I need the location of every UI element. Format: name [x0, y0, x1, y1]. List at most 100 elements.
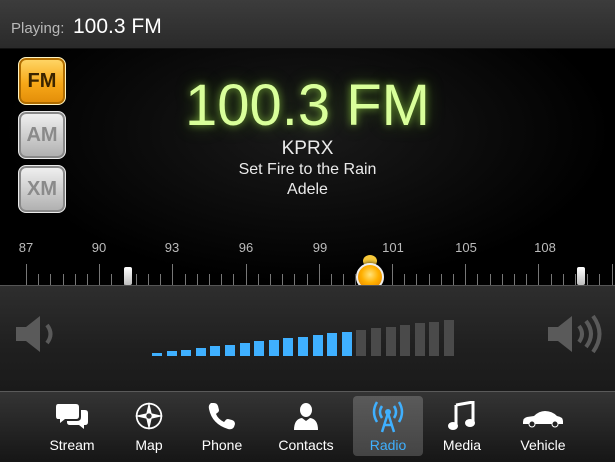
tuner-tick — [343, 274, 344, 286]
tuner-tick — [490, 274, 491, 286]
fm-band-button[interactable]: FM — [18, 57, 66, 105]
tuner-scale-label: 93 — [164, 240, 180, 255]
tab-radio[interactable]: Radio — [353, 396, 423, 456]
volume-bar[interactable] — [444, 320, 454, 356]
tab-bar: Stream Map Phone Contacts Radio — [0, 391, 615, 462]
volume-bar[interactable] — [181, 349, 192, 356]
station-name: KPRX — [281, 138, 334, 159]
tuner-scale-label: 105 — [455, 240, 477, 255]
tuner-tick — [294, 274, 295, 286]
tuner-tick — [246, 264, 247, 286]
tab-stream[interactable]: Stream — [37, 396, 107, 456]
tab-phone-label: Phone — [201, 437, 243, 453]
tuner-tick — [575, 274, 576, 286]
preset-marker[interactable] — [577, 267, 585, 285]
volume-bar[interactable] — [283, 338, 294, 356]
tuner-tick — [111, 274, 112, 286]
tuner-tick — [526, 274, 527, 286]
volume-up-speaker-icon[interactable] — [546, 313, 606, 355]
preset-marker[interactable] — [124, 267, 132, 285]
tuner-scale-label: 101 — [382, 240, 404, 255]
tuner-scale-label: 90 — [91, 240, 107, 255]
volume-bar[interactable] — [166, 351, 177, 356]
tuner-scale-label: 87 — [18, 240, 34, 255]
tuner-tick — [270, 274, 271, 286]
chat-bubbles-icon — [56, 404, 88, 429]
tuner-tick — [587, 274, 588, 286]
tuner-tick — [563, 274, 564, 286]
volume-bar[interactable] — [298, 336, 308, 356]
tuner-tick — [551, 274, 552, 286]
tab-media-label: Media — [442, 437, 482, 453]
tuner-tick — [209, 274, 210, 286]
radio-tower-icon — [372, 401, 404, 433]
tuner-tick — [392, 264, 393, 286]
tuner-tick — [99, 264, 100, 286]
phone-icon — [208, 403, 235, 430]
am-band-button[interactable]: AM — [18, 111, 66, 159]
volume-bar[interactable] — [341, 331, 352, 356]
volume-bar[interactable] — [195, 348, 206, 356]
status-bar: Playing: 100.3 FM — [0, 0, 615, 49]
volume-bar[interactable] — [312, 334, 323, 356]
volume-bar[interactable] — [327, 333, 338, 356]
volume-bar[interactable] — [225, 344, 235, 356]
tuner-tick — [87, 274, 88, 286]
tuner-tick — [50, 274, 51, 286]
tuner-tick — [63, 274, 64, 286]
tuner-scale-label: 99 — [312, 240, 328, 255]
tuner-tick — [477, 274, 478, 286]
tuner-tick — [160, 274, 161, 286]
tab-map[interactable]: Map — [114, 396, 184, 456]
volume-bar[interactable] — [414, 323, 425, 356]
volume-bar[interactable] — [268, 339, 279, 356]
song-title: Set Fire to the Rain — [238, 161, 377, 178]
tab-phone[interactable]: Phone — [187, 396, 257, 456]
radio-display — [0, 49, 615, 285]
tab-stream-label: Stream — [49, 437, 95, 453]
volume-bar[interactable] — [356, 329, 367, 356]
tuner-tick — [441, 274, 442, 286]
tuner-tick — [172, 264, 173, 286]
person-icon — [294, 403, 318, 430]
xm-band-label: XM — [27, 177, 57, 200]
compass-icon — [134, 401, 164, 431]
tuner-tick — [221, 274, 222, 286]
tuner-scale[interactable]: 87 90 93 96 99 101 105 108 — [0, 234, 615, 286]
volume-bar[interactable] — [429, 321, 440, 356]
artist-name: Adele — [287, 181, 328, 198]
tab-contacts[interactable]: Contacts — [271, 396, 341, 456]
tuner-scale-label: 108 — [534, 240, 556, 255]
xm-band-button[interactable]: XM — [18, 165, 66, 213]
tab-media[interactable]: Media — [427, 396, 497, 456]
tuner-scale-label: 96 — [238, 240, 254, 255]
volume-down-speaker-icon[interactable] — [14, 313, 62, 355]
current-frequency: 100.3 FM — [185, 73, 430, 138]
tuner-tick — [75, 274, 76, 286]
tuner-tick — [502, 274, 503, 286]
volume-bar[interactable] — [385, 326, 396, 356]
tuner-tick — [148, 274, 149, 286]
volume-bar[interactable] — [152, 353, 162, 356]
tab-map-label: Map — [135, 437, 163, 453]
am-band-label: AM — [26, 123, 58, 146]
volume-bar[interactable] — [400, 324, 411, 356]
tuner-tick — [465, 264, 466, 286]
volume-bar[interactable] — [210, 346, 221, 356]
tab-vehicle[interactable]: Vehicle — [508, 396, 578, 456]
tuner-tick — [538, 264, 539, 286]
tuner-tick — [233, 274, 234, 286]
tuner-tick — [38, 274, 39, 286]
tuner-tick — [416, 274, 417, 286]
volume-bar[interactable] — [254, 341, 265, 356]
volume-bar[interactable] — [239, 343, 250, 356]
tuner-tick — [331, 274, 332, 286]
tuner-tick — [185, 274, 186, 286]
tuner-tick — [404, 274, 405, 286]
tuner-tick — [197, 274, 198, 286]
tuner-tick — [514, 274, 515, 286]
car-icon — [523, 411, 563, 428]
tuner-tick — [307, 274, 308, 286]
volume-bar[interactable] — [371, 328, 381, 356]
tuner-tick — [355, 274, 356, 286]
